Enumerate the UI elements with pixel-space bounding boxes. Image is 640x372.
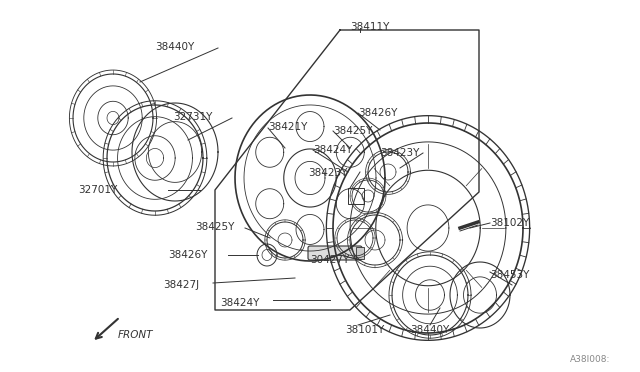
Text: FRONT: FRONT	[118, 330, 154, 340]
FancyBboxPatch shape	[308, 246, 362, 260]
Text: 38101Y: 38101Y	[345, 325, 384, 335]
Text: 38423Y: 38423Y	[380, 148, 419, 158]
Text: 38102Y: 38102Y	[490, 218, 529, 228]
Text: 38424Y: 38424Y	[313, 145, 353, 155]
Text: 38426Y: 38426Y	[168, 250, 207, 260]
Text: 32731Y: 32731Y	[173, 112, 212, 122]
Text: 38425Y: 38425Y	[195, 222, 234, 232]
Text: 38427J: 38427J	[163, 280, 199, 290]
Text: 38421Y: 38421Y	[268, 122, 307, 132]
Text: 38424Y: 38424Y	[220, 298, 259, 308]
Text: 38453Y: 38453Y	[490, 270, 529, 280]
Bar	[348, 188, 364, 204]
Text: A38I008:: A38I008:	[570, 355, 611, 364]
Text: 38440Y: 38440Y	[410, 325, 449, 335]
Text: 38425Y: 38425Y	[333, 126, 372, 136]
Text: 38440Y: 38440Y	[155, 42, 195, 52]
Text: 30427Y: 30427Y	[310, 255, 349, 265]
Bar	[356, 247, 364, 259]
Text: 32701Y: 32701Y	[78, 185, 117, 195]
Text: 38423Y: 38423Y	[308, 168, 348, 178]
Text: 38411Y: 38411Y	[350, 22, 389, 32]
Text: 38426Y: 38426Y	[358, 108, 397, 118]
